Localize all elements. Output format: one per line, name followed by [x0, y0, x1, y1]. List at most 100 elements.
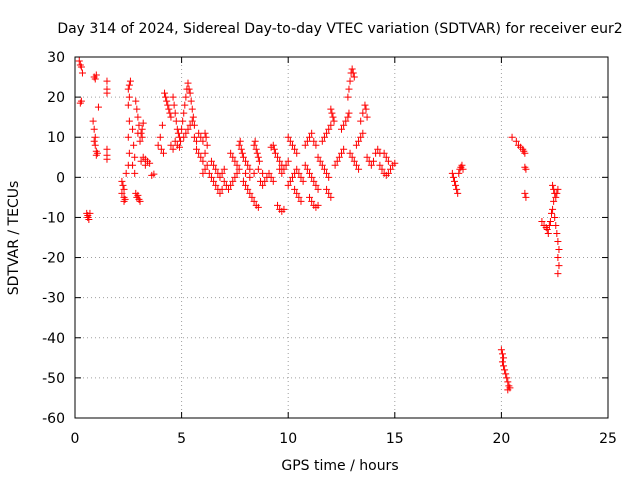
data-point [497, 346, 505, 354]
data-point [325, 189, 333, 197]
data-point [345, 85, 353, 93]
data-point [452, 181, 460, 189]
x-tick-label: 5 [177, 431, 186, 447]
data-point [77, 63, 85, 71]
data-point [91, 133, 99, 141]
data-point [318, 137, 326, 145]
data-point [355, 165, 363, 173]
data-point [180, 133, 188, 141]
data-point [246, 173, 254, 181]
data-point [349, 69, 357, 77]
data-point [288, 173, 296, 181]
data-point [139, 119, 147, 127]
data-point [338, 149, 345, 157]
data-point [316, 157, 324, 165]
data-point [202, 133, 210, 141]
data-point [552, 221, 560, 229]
data-point [218, 169, 226, 177]
y-axis-label: SDTVAR / TECUs [6, 181, 22, 296]
data-point [314, 185, 322, 193]
data-point [286, 137, 294, 145]
data-point [225, 185, 233, 193]
data-point [188, 105, 196, 113]
data-point [363, 113, 371, 121]
data-point [195, 129, 203, 137]
data-point [293, 189, 301, 197]
data-point [261, 177, 269, 185]
data-point [346, 77, 354, 85]
data-point [297, 197, 305, 205]
data-point [346, 149, 354, 157]
x-tick-label: 10 [279, 431, 297, 447]
data-point [163, 97, 171, 105]
data-point [103, 89, 111, 97]
data-point [89, 117, 97, 125]
data-point [186, 121, 194, 129]
data-point [328, 109, 336, 117]
chart-title: Day 314 of 2024, Sidereal Day-to-day VTE… [57, 21, 622, 37]
x-axis-label: GPS time / hours [281, 458, 398, 474]
data-point [288, 141, 296, 149]
data-point [350, 73, 358, 81]
data-point [284, 133, 292, 141]
data-point [293, 165, 301, 173]
data-point [205, 169, 213, 177]
data-point [274, 153, 282, 161]
data-point [237, 145, 245, 153]
x-tick-label: 0 [71, 431, 80, 447]
data-point [335, 153, 343, 161]
data-point [150, 170, 158, 178]
data-point [171, 137, 179, 145]
data-point [384, 169, 392, 177]
data-point [118, 177, 126, 185]
data-point [449, 173, 457, 181]
data-point [555, 246, 563, 254]
data-point [333, 157, 341, 165]
data-point [555, 262, 563, 270]
data-point [250, 141, 258, 149]
data-point [165, 105, 173, 113]
data-point [92, 71, 100, 79]
data-point [359, 129, 367, 137]
data-point [265, 169, 273, 177]
data-point [553, 229, 561, 237]
data-point [131, 169, 139, 177]
data-point [229, 177, 237, 185]
data-point [90, 125, 98, 133]
data-point [306, 193, 314, 201]
data-point [280, 165, 288, 173]
x-tick-label: 20 [492, 431, 510, 447]
data-point [178, 125, 186, 133]
data-point [131, 153, 139, 161]
data-points [75, 57, 563, 394]
data-point [220, 177, 228, 185]
data-point [549, 181, 557, 189]
data-point [553, 189, 561, 197]
data-point [124, 85, 132, 93]
data-point [126, 77, 134, 85]
data-point [212, 181, 220, 189]
x-tick-label: 15 [386, 431, 404, 447]
data-point [502, 370, 510, 378]
data-point [184, 79, 192, 87]
data-point [271, 149, 279, 157]
data-point [154, 141, 162, 149]
data-point [120, 197, 128, 205]
data-point [244, 161, 252, 169]
data-point [244, 185, 252, 193]
data-point [303, 165, 311, 173]
data-point [546, 217, 554, 225]
data-point [251, 137, 259, 145]
data-point [448, 169, 456, 177]
y-tick-label: 0 [56, 170, 65, 186]
data-point [382, 153, 390, 161]
data-point [459, 165, 467, 173]
y-tick-label: -20 [42, 251, 65, 267]
data-point [75, 57, 83, 65]
data-point [90, 137, 98, 145]
data-point [216, 173, 224, 181]
data-point [167, 113, 175, 121]
data-point [504, 386, 512, 394]
data-point [207, 157, 215, 165]
data-point [270, 145, 278, 153]
